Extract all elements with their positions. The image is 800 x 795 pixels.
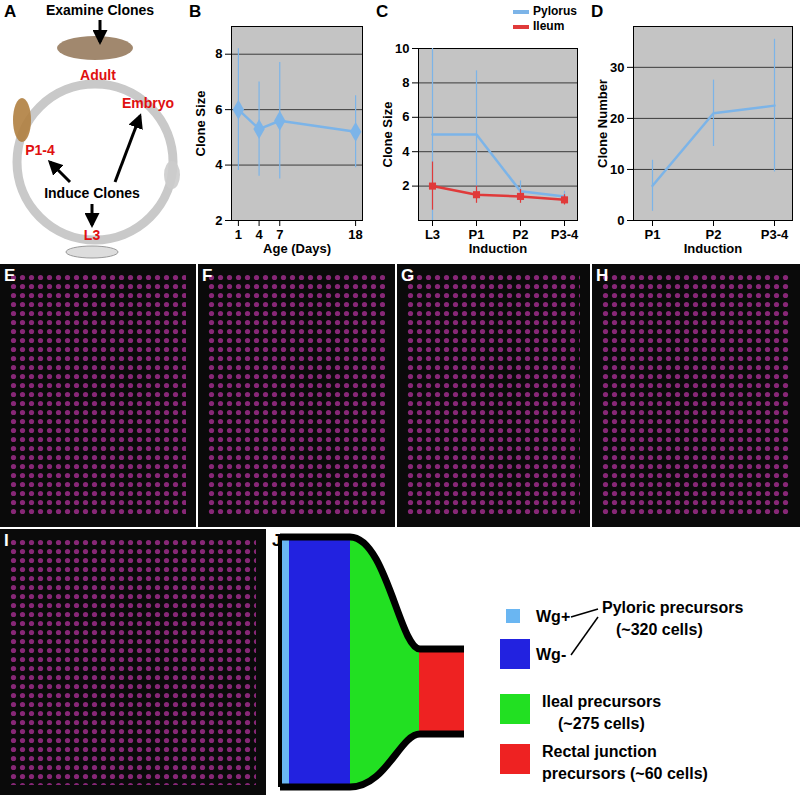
svg-text:Induce Clones: Induce Clones bbox=[44, 185, 140, 201]
html-text:D: D bbox=[591, 2, 604, 21]
svg-text:20: 20 bbox=[610, 111, 624, 126]
svg-text:6: 6 bbox=[402, 109, 409, 124]
html-text:E: E bbox=[4, 266, 16, 285]
svg-text:8: 8 bbox=[215, 46, 222, 61]
svg-text:(~275 cells): (~275 cells) bbox=[558, 715, 645, 732]
svg-text:P2: P2 bbox=[513, 227, 529, 242]
svg-text:30: 30 bbox=[610, 60, 624, 75]
html-text:G: G bbox=[401, 266, 415, 285]
svg-text:10: 10 bbox=[395, 41, 409, 56]
svg-text:Age (Days): Age (Days) bbox=[263, 241, 331, 256]
svg-text:L3: L3 bbox=[425, 227, 440, 242]
html-text:H: H bbox=[596, 266, 609, 285]
svg-text:Wg+: Wg+ bbox=[536, 608, 570, 625]
svg-text:10: 10 bbox=[610, 162, 624, 177]
html-text:J: J bbox=[272, 531, 282, 550]
svg-text:4: 4 bbox=[402, 144, 410, 159]
svg-text:4: 4 bbox=[255, 227, 263, 242]
svg-text:P1: P1 bbox=[469, 227, 485, 242]
svg-text:Rectal junction: Rectal junction bbox=[542, 743, 657, 760]
svg-text:Ileal precursors: Ileal precursors bbox=[542, 693, 661, 710]
svg-text:2: 2 bbox=[215, 213, 222, 228]
svg-text:Wg-: Wg- bbox=[536, 646, 566, 663]
svg-text:4: 4 bbox=[215, 157, 223, 172]
html-text:Ileum: Ileum bbox=[533, 19, 565, 33]
svg-text:Embryo: Embryo bbox=[122, 95, 174, 111]
html-text:F: F bbox=[202, 266, 213, 285]
svg-text:Clone Number: Clone Number bbox=[595, 79, 610, 168]
svg-text:(~320 cells): (~320 cells) bbox=[616, 621, 703, 638]
svg-text:Pyloric precursors: Pyloric precursors bbox=[602, 599, 744, 616]
svg-text:0: 0 bbox=[617, 213, 624, 228]
svg-text:Clone Size: Clone Size bbox=[193, 91, 208, 157]
svg-text:P3-4: P3-4 bbox=[761, 227, 789, 242]
svg-text:L3: L3 bbox=[84, 227, 101, 243]
svg-text:P3-4: P3-4 bbox=[551, 227, 579, 242]
svg-text:Adult: Adult bbox=[80, 67, 116, 83]
svg-text:Induction: Induction bbox=[469, 241, 528, 256]
svg-text:Clone Size: Clone Size bbox=[380, 102, 395, 168]
html-text:A: A bbox=[4, 2, 17, 21]
svg-text:P2: P2 bbox=[706, 227, 722, 242]
svg-text:P1-4: P1-4 bbox=[25, 142, 55, 158]
svg-text:8: 8 bbox=[402, 75, 409, 90]
html-text:B: B bbox=[189, 2, 202, 21]
svg-text:Induction: Induction bbox=[684, 241, 743, 256]
svg-text:P1: P1 bbox=[645, 227, 661, 242]
svg-text:1: 1 bbox=[235, 227, 242, 242]
svg-text:7: 7 bbox=[276, 227, 283, 242]
svg-text:Examine Clones: Examine Clones bbox=[46, 2, 154, 18]
html-text:Pylorus: Pylorus bbox=[533, 4, 577, 18]
svg-text:6: 6 bbox=[215, 102, 222, 117]
html-text:C: C bbox=[376, 2, 389, 21]
svg-text:18: 18 bbox=[348, 227, 362, 242]
svg-text:2: 2 bbox=[402, 178, 409, 193]
svg-text:precursors (~60 cells): precursors (~60 cells) bbox=[542, 765, 708, 782]
html-text:I: I bbox=[4, 531, 9, 550]
